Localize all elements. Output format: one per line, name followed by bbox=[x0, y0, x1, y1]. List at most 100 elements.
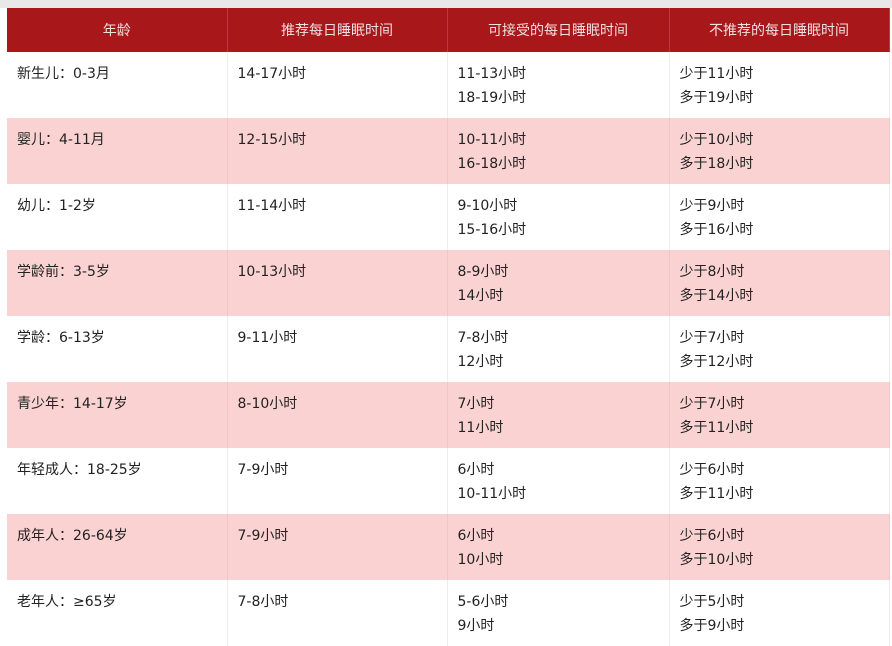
not-recommended-cell: 少于6小时多于11小时 bbox=[669, 448, 890, 514]
acceptable-cell-line: 11小时 bbox=[457, 420, 504, 436]
not-recommended-cell: 少于5小时多于9小时 bbox=[669, 580, 890, 646]
not-recommended-cell-line: 多于19小时 bbox=[679, 90, 754, 106]
recommended-cell: 10-13小时 bbox=[227, 250, 448, 316]
not-recommended-cell-line: 多于14小时 bbox=[679, 288, 754, 304]
table-row: 新生儿：0-3月 14-17小时 11-13小时 18-19小时 少于11小时 多于19小… bbox=[7, 52, 890, 118]
acceptable-cell: 8-9小时 14小时 bbox=[447, 250, 670, 316]
age-cell: 婴儿：4-11月 bbox=[7, 118, 228, 184]
not-recommended-cell-line: 多于16小时 bbox=[679, 222, 754, 238]
header-row: 年龄 推荐每日睡眠时间 可接受的每日睡眠时间 不推荐的每日睡眠时间 bbox=[7, 8, 890, 52]
age-cell: 青少年：14-17岁 bbox=[7, 382, 228, 448]
header-acceptable: 可接受的每日睡眠时间 bbox=[447, 8, 670, 52]
recommended-cell: 7-9小时 bbox=[227, 514, 448, 580]
recommended-cell-line: 7-9小时 bbox=[237, 528, 289, 544]
not-recommended-cell: 少于10小时 多于18小时 bbox=[669, 118, 890, 184]
acceptable-cell: 10-11小时 16-18小时 bbox=[447, 118, 670, 184]
recommended-cell-line: 7-9小时 bbox=[237, 462, 289, 478]
age-cell: 新生儿：0-3月 bbox=[7, 52, 228, 118]
table-row: 年轻成人：18-25岁 7-9小时 6小时 10-11小时 少于6小时多于11小时 bbox=[7, 448, 890, 514]
acceptable-cell: 9-10小时 15-16小时 bbox=[447, 184, 670, 250]
not-recommended-cell-line: 多于9小时 bbox=[679, 618, 745, 634]
table-row: 幼儿：1-2岁 11-14小时 9-10小时 15-16小时 少于9小时多于16小时 bbox=[7, 184, 890, 250]
not-recommended-cell-line: 少于10小时 bbox=[679, 132, 754, 148]
age-cell: 学龄前：3-5岁 bbox=[7, 250, 228, 316]
not-recommended-cell-line: 少于7小时 bbox=[679, 396, 745, 412]
not-recommended-cell: 少于9小时多于16小时 bbox=[669, 184, 890, 250]
not-recommended-cell-line: 少于7小时 bbox=[679, 330, 745, 346]
acceptable-cell-line: 11-13小时 bbox=[457, 66, 527, 82]
table-row: 成年人：26-64岁 7-9小时 6小时 10小时 少于6小时多于10小时 bbox=[7, 514, 890, 580]
recommended-cell: 11-14小时 bbox=[227, 184, 448, 250]
top-border bbox=[0, 0, 892, 8]
age-cell: 年轻成人：18-25岁 bbox=[7, 448, 228, 514]
not-recommended-cell: 少于8小时多于14小时 bbox=[669, 250, 890, 316]
not-recommended-cell-line: 少于11小时 bbox=[679, 66, 754, 82]
age-cell-line: 学龄：6-13岁 bbox=[17, 330, 105, 346]
not-recommended-cell-line: 多于12小时 bbox=[679, 354, 754, 370]
recommended-cell: 8-10小时 bbox=[227, 382, 448, 448]
not-recommended-cell-line: 少于5小时 bbox=[679, 594, 745, 610]
acceptable-cell-line: 8-9小时 bbox=[457, 264, 509, 280]
recommended-cell-line: 10-13小时 bbox=[237, 264, 307, 280]
recommended-cell: 7-8小时 bbox=[227, 580, 448, 646]
table-row: 学龄前：3-5岁 10-13小时 8-9小时 14小时 少于8小时多于14小时 bbox=[7, 250, 890, 316]
recommended-cell-line: 9-11小时 bbox=[237, 330, 298, 346]
acceptable-cell-line: 10小时 bbox=[457, 552, 504, 568]
acceptable-cell-line: 10-11小时 bbox=[457, 132, 527, 148]
recommended-cell: 14-17小时 bbox=[227, 52, 448, 118]
acceptable-cell-line: 6小时 bbox=[457, 528, 495, 544]
not-recommended-cell-line: 少于6小时 bbox=[679, 462, 745, 478]
recommended-cell: 7-9小时 bbox=[227, 448, 448, 514]
acceptable-cell: 7小时 11小时 bbox=[447, 382, 670, 448]
recommended-cell-line: 8-10小时 bbox=[237, 396, 298, 412]
not-recommended-cell-line: 少于8小时 bbox=[679, 264, 745, 280]
not-recommended-cell: 少于7小时多于12小时 bbox=[669, 316, 890, 382]
sleep-duration-table: 年龄 推荐每日睡眠时间 可接受的每日睡眠时间 不推荐的每日睡眠时间 新生儿：0-… bbox=[7, 8, 890, 646]
acceptable-cell-line: 7-8小时 bbox=[457, 330, 509, 346]
recommended-cell-line: 14-17小时 bbox=[237, 66, 307, 82]
acceptable-cell-line: 6小时 bbox=[457, 462, 495, 478]
table-row: 学龄：6-13岁 9-11小时 7-8小时 12小时 少于7小时多于12小时 bbox=[7, 316, 890, 382]
acceptable-cell: 11-13小时 18-19小时 bbox=[447, 52, 670, 118]
age-cell: 成年人：26-64岁 bbox=[7, 514, 228, 580]
age-cell: 幼儿：1-2岁 bbox=[7, 184, 228, 250]
age-cell-line: 老年人：≥65岁 bbox=[17, 594, 117, 610]
age-cell-line: 成年人：26-64岁 bbox=[17, 528, 128, 544]
acceptable-cell: 5-6小时 9小时 bbox=[447, 580, 670, 646]
age-cell-line: 新生儿：0-3月 bbox=[17, 66, 110, 82]
acceptable-cell-line: 7小时 bbox=[457, 396, 495, 412]
table-row: 老年人：≥65岁 7-8小时 5-6小时 9小时 少于5小时多于9小时 bbox=[7, 580, 890, 646]
age-cell-line: 学龄前：3-5岁 bbox=[17, 264, 110, 280]
header-age: 年龄 bbox=[7, 8, 228, 52]
not-recommended-cell: 少于6小时多于10小时 bbox=[669, 514, 890, 580]
not-recommended-cell-line: 少于9小时 bbox=[679, 198, 745, 214]
acceptable-cell-line: 14小时 bbox=[457, 288, 504, 304]
recommended-cell-line: 11-14小时 bbox=[237, 198, 307, 214]
age-cell-line: 婴儿：4-11月 bbox=[17, 132, 105, 148]
recommended-cell: 9-11小时 bbox=[227, 316, 448, 382]
age-cell: 老年人：≥65岁 bbox=[7, 580, 228, 646]
age-cell-line: 幼儿：1-2岁 bbox=[17, 198, 96, 214]
not-recommended-cell-line: 多于11小时 bbox=[679, 420, 754, 436]
recommended-cell: 12-15小时 bbox=[227, 118, 448, 184]
table-row: 青少年：14-17岁 8-10小时 7小时 11小时 少于7小时多于11小时 bbox=[7, 382, 890, 448]
acceptable-cell-line: 9小时 bbox=[457, 618, 495, 634]
acceptable-cell-line: 9-10小时 bbox=[457, 198, 518, 214]
recommended-cell-line: 7-8小时 bbox=[237, 594, 289, 610]
acceptable-cell-line: 12小时 bbox=[457, 354, 504, 370]
header-not-recommended: 不推荐的每日睡眠时间 bbox=[669, 8, 890, 52]
acceptable-cell: 6小时 10-11小时 bbox=[447, 448, 670, 514]
not-recommended-cell-line: 少于6小时 bbox=[679, 528, 745, 544]
not-recommended-cell: 少于11小时 多于19小时 bbox=[669, 52, 890, 118]
acceptable-cell-line: 5-6小时 bbox=[457, 594, 509, 610]
acceptable-cell-line: 10-11小时 bbox=[457, 486, 527, 502]
acceptable-cell: 7-8小时 12小时 bbox=[447, 316, 670, 382]
age-cell: 学龄：6-13岁 bbox=[7, 316, 228, 382]
not-recommended-cell-line: 多于11小时 bbox=[679, 486, 754, 502]
not-recommended-cell-line: 多于18小时 bbox=[679, 156, 754, 172]
acceptable-cell-line: 16-18小时 bbox=[457, 156, 527, 172]
not-recommended-cell-line: 多于10小时 bbox=[679, 552, 754, 568]
age-cell-line: 年轻成人：18-25岁 bbox=[17, 462, 142, 478]
header-recommended: 推荐每日睡眠时间 bbox=[227, 8, 448, 52]
acceptable-cell-line: 18-19小时 bbox=[457, 90, 527, 106]
